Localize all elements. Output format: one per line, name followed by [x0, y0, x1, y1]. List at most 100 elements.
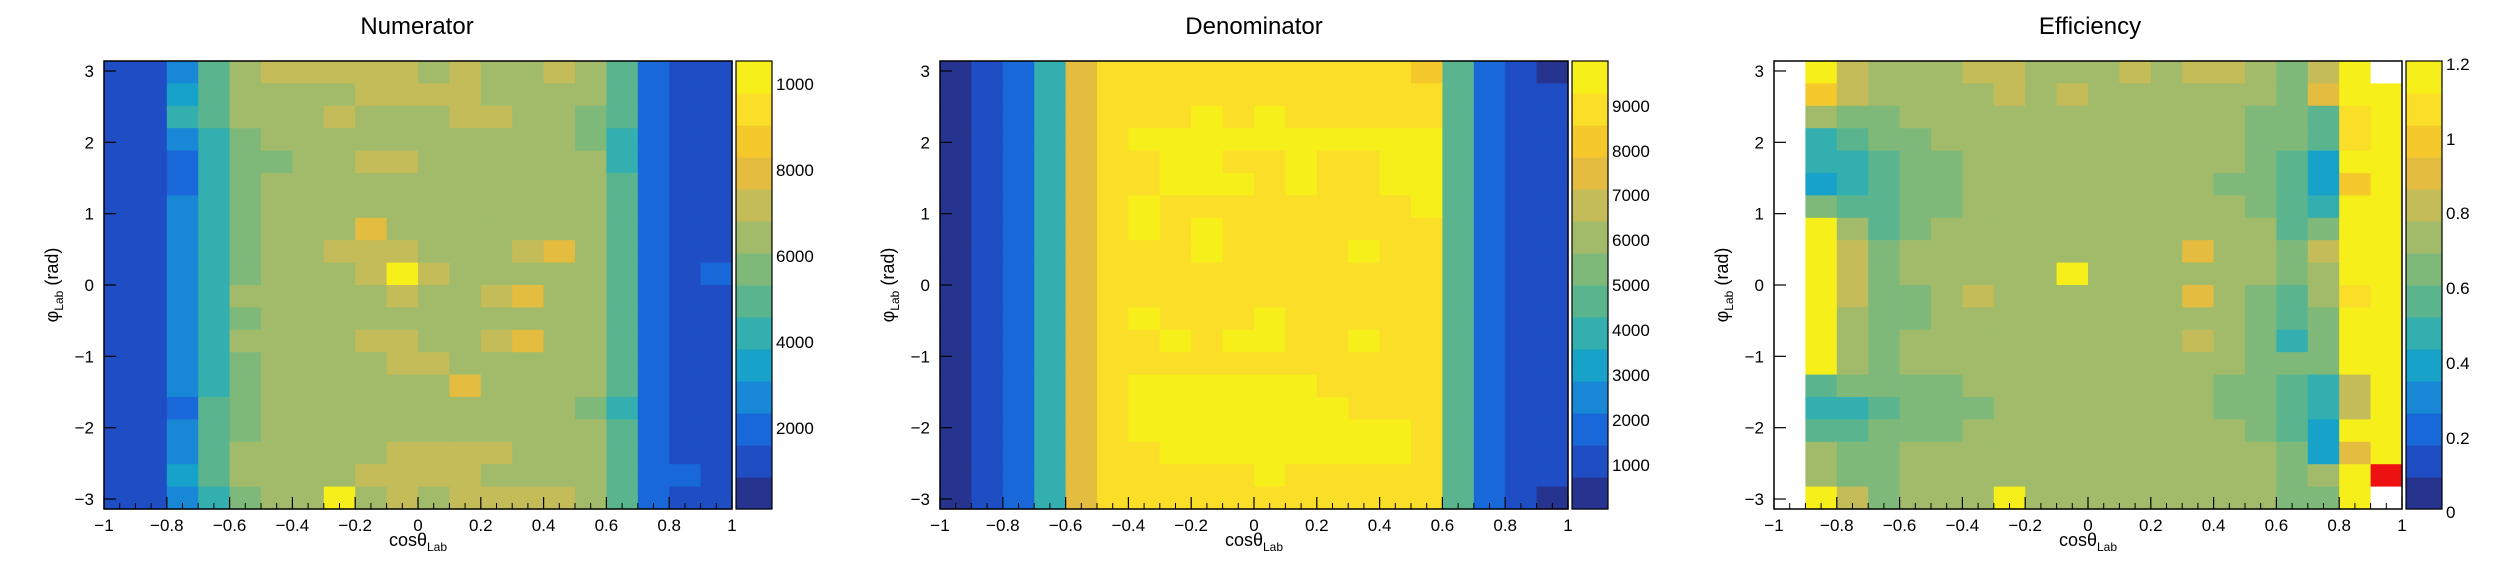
heatmap-cell: [700, 419, 733, 443]
heatmap-cell: [2119, 464, 2152, 488]
heatmap-cell: [1285, 217, 1318, 241]
heatmap-cell: [2182, 441, 2215, 465]
color-scale-band: [2406, 349, 2442, 382]
heatmap-cell: [700, 128, 733, 152]
x-tick-label: 0.2: [469, 516, 493, 535]
heatmap-cell: [1536, 486, 1569, 510]
heatmap-cell: [1899, 464, 1932, 488]
x-tick-label: 0.4: [2202, 516, 2226, 535]
heatmap-cell: [449, 419, 482, 443]
heatmap-cell: [355, 352, 388, 376]
heatmap-cell: [198, 105, 231, 129]
heatmap-cell: [323, 217, 356, 241]
heatmap-cell: [418, 441, 450, 465]
heatmap-cell: [323, 128, 356, 152]
color-scale-band: [736, 61, 772, 94]
heatmap-cell: [2307, 374, 2340, 398]
heatmap-cell: [1774, 240, 1806, 264]
heatmap-cell: [292, 374, 325, 398]
heatmap-cell: [198, 61, 231, 84]
heatmap-cell: [1899, 329, 1932, 353]
heatmap-cell: [1379, 397, 1412, 420]
heatmap-cell: [2056, 262, 2089, 286]
heatmap-cell: [637, 464, 670, 488]
heatmap-cell: [1993, 352, 2026, 376]
color-scale-band: [736, 349, 772, 382]
heatmap-cell: [1002, 240, 1035, 264]
heatmap-cell: [700, 262, 733, 286]
heatmap-cell: [1128, 352, 1161, 376]
heatmap-cell: [1805, 61, 1838, 84]
heatmap-cell: [700, 441, 733, 465]
heatmap-cell: [2339, 374, 2372, 398]
heatmap-cell: [1034, 262, 1067, 286]
heatmap-cell: [1505, 240, 1538, 264]
color-scale-frame: [2405, 60, 2443, 510]
y-tick-label: 3: [85, 62, 94, 81]
heatmap-cell: [2213, 105, 2246, 129]
heatmap-cell: [971, 150, 1004, 174]
heatmap-cell: [104, 128, 136, 152]
heatmap-cell: [1411, 307, 1443, 331]
heatmap-cell: [1411, 441, 1443, 465]
heatmap-cell: [2088, 262, 2120, 286]
heatmap-cell: [1285, 486, 1318, 510]
color-scale-tick-label: 0.4: [2446, 354, 2470, 373]
color-scale-band: [2406, 93, 2442, 126]
heatmap-cell: [480, 83, 513, 107]
heatmap-cell: [2025, 285, 2058, 308]
heatmap-cell: [637, 486, 670, 510]
heatmap-cell: [2370, 128, 2403, 152]
heatmap-cell: [543, 397, 576, 420]
x-tick-label: 0.2: [2139, 516, 2163, 535]
heatmap-cell: [166, 397, 199, 420]
heatmap-cell: [229, 285, 262, 308]
color-scale-tick-label: 6000: [776, 247, 814, 266]
heatmap-cell: [2056, 307, 2089, 331]
heatmap-cell: [543, 486, 576, 510]
heatmap-cell: [198, 441, 231, 465]
heatmap-cell: [1962, 150, 1995, 174]
heatmap-cell: [1931, 83, 1963, 107]
heatmap-cell: [1473, 105, 1506, 129]
heatmap-cell: [1159, 397, 1192, 420]
heatmap-cell: [480, 195, 513, 219]
heatmap-cell: [1379, 374, 1412, 398]
heatmap-cell: [512, 441, 545, 465]
heatmap-cell: [2307, 486, 2340, 510]
heatmap-cell: [418, 374, 450, 398]
heatmap-cell: [1836, 150, 1869, 174]
heatmap-cell: [104, 285, 136, 308]
heatmap-cell: [575, 285, 607, 308]
heatmap-cell: [355, 61, 388, 84]
heatmap-cell: [575, 240, 607, 264]
heatmap-cell: [1034, 441, 1067, 465]
heatmap-cell: [2213, 262, 2246, 286]
heatmap-cell: [1931, 486, 1963, 510]
heatmap-cell: [669, 374, 702, 398]
heatmap-cell: [1993, 307, 2026, 331]
heatmap-cell: [135, 173, 168, 196]
heatmap-cell: [166, 262, 199, 286]
heatmap-cell: [1285, 83, 1318, 107]
heatmap-cell: [2088, 374, 2120, 398]
heatmap-cell: [2307, 150, 2340, 174]
heatmap-cell: [1285, 240, 1318, 264]
color-scale-frame: [735, 60, 773, 510]
heatmap-cell: [229, 464, 262, 488]
heatmap-cell: [2150, 240, 2183, 264]
heatmap-cell: [2150, 173, 2183, 196]
y-tick-label: 2: [921, 133, 930, 152]
heatmap-cell: [1254, 285, 1286, 308]
heatmap-cell: [1316, 173, 1349, 196]
color-scale-band: [2406, 477, 2442, 510]
heatmap-cell: [2182, 329, 2215, 353]
heatmap-cell: [1285, 441, 1318, 465]
heatmap-cell: [1473, 441, 1506, 465]
heatmap-cell: [1868, 240, 1901, 264]
heatmap-cell: [480, 150, 513, 174]
heatmap-cell: [1316, 486, 1349, 510]
heatmap-cell: [971, 374, 1004, 398]
heatmap-cell: [2370, 150, 2403, 174]
y-axis-ticks: −3 −2 −1 0 1 2 3: [75, 62, 116, 509]
